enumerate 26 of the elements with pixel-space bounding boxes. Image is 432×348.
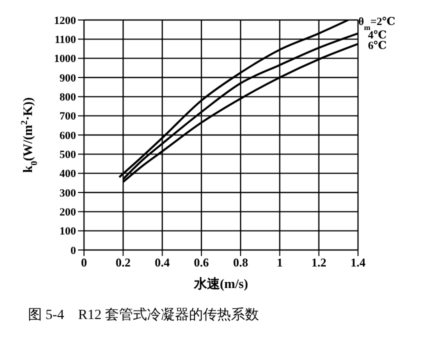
- y-tick-label: 300: [60, 187, 76, 200]
- y-tick-label: 1000: [54, 53, 76, 66]
- caption: 图 5-4 R12 套管式冷凝器的传热系数: [28, 306, 260, 324]
- y-tick-label: 500: [60, 149, 76, 162]
- y-tick-label: 0: [70, 244, 76, 257]
- x-tick-label: 1.4: [350, 256, 366, 270]
- series-label: θ$_{m}$=2℃: [358, 16, 396, 32]
- series-label: 4℃: [368, 29, 387, 42]
- x-tick-label: 0.8: [233, 256, 248, 270]
- y-tick-label: 400: [60, 168, 76, 180]
- y-tick-label: 200: [60, 206, 76, 219]
- x-tick-label: 1.2: [311, 256, 326, 270]
- y-tick-label: 800: [60, 92, 76, 104]
- x-axis-title: 水速(m/s): [192, 276, 248, 291]
- x-tick-label: 0.6: [194, 256, 209, 270]
- y-tick-label: 700: [60, 110, 76, 123]
- y-tick-label: 1100: [54, 34, 76, 46]
- x-tick-label: 0: [81, 256, 87, 270]
- y-tick-label: 1200: [54, 14, 76, 27]
- y-tick-label: 600: [60, 130, 76, 142]
- series-label: 6℃: [368, 40, 387, 52]
- y-tick-label: 900: [60, 72, 76, 84]
- x-tick-label: 1: [276, 256, 283, 270]
- y-tick-label: 100: [60, 226, 76, 238]
- x-tick-label: 0.2: [116, 256, 131, 270]
- x-tick-label: 0.4: [154, 256, 170, 270]
